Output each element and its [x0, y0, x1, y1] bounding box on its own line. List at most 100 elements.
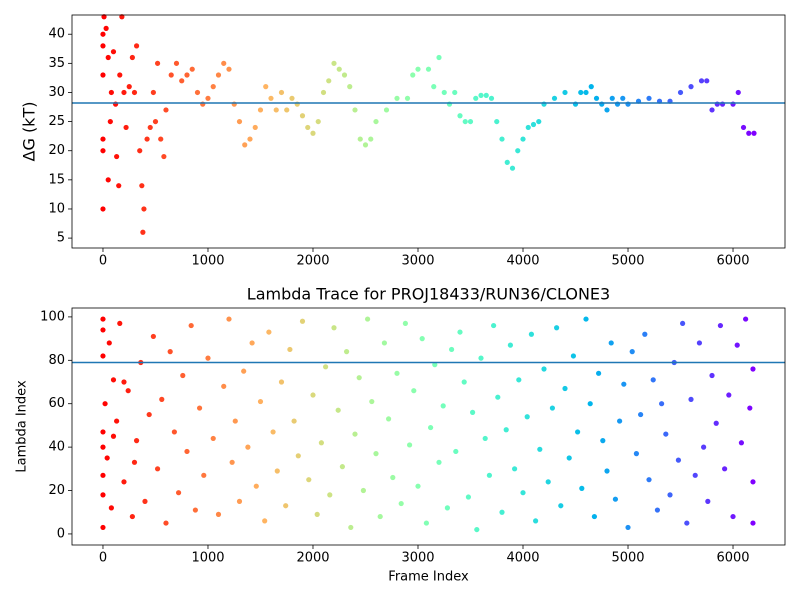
point	[453, 448, 459, 455]
point	[734, 342, 740, 348]
point	[117, 320, 123, 327]
point	[226, 316, 232, 322]
point	[360, 487, 366, 494]
point	[680, 320, 686, 327]
point	[474, 526, 480, 533]
point	[554, 325, 560, 331]
point	[667, 492, 673, 498]
point	[310, 130, 316, 136]
y-tick-label: 0	[57, 526, 65, 541]
point	[184, 72, 190, 78]
point	[241, 368, 247, 374]
point	[108, 89, 114, 96]
x-tick-label: 6000	[716, 551, 749, 566]
point	[440, 403, 446, 409]
point	[746, 130, 752, 136]
point	[100, 327, 106, 333]
x-tick-label: 2000	[296, 551, 329, 566]
point	[677, 89, 684, 96]
point	[533, 518, 539, 524]
point	[152, 118, 159, 125]
point	[638, 411, 644, 418]
point	[617, 418, 623, 424]
point	[100, 316, 106, 322]
point	[150, 89, 156, 96]
point	[161, 153, 167, 160]
point	[236, 118, 243, 125]
point	[650, 377, 656, 383]
point	[659, 401, 665, 407]
point	[168, 72, 174, 78]
x-tick-label: 1000	[191, 254, 224, 269]
y-tick-label: 30	[48, 85, 65, 100]
point	[688, 84, 694, 90]
point	[210, 84, 216, 90]
point	[692, 472, 698, 478]
point	[273, 107, 279, 113]
point	[163, 520, 169, 526]
point	[100, 492, 106, 498]
x-tick-label: 4000	[506, 551, 539, 566]
point	[398, 500, 404, 507]
point	[608, 340, 614, 346]
point	[129, 513, 135, 520]
point	[549, 405, 556, 411]
y-tick-label: 20	[48, 483, 65, 498]
point	[150, 333, 156, 340]
point	[415, 483, 421, 489]
point	[257, 398, 264, 405]
point	[100, 206, 106, 212]
point	[478, 355, 484, 361]
point	[131, 459, 138, 465]
point	[604, 468, 610, 474]
point	[194, 89, 201, 96]
point	[566, 455, 572, 461]
y-tick-label: 10	[48, 201, 65, 216]
x-axis-label: Frame Index	[388, 570, 469, 585]
point	[750, 520, 756, 526]
point	[377, 513, 383, 520]
point	[289, 95, 295, 101]
point	[318, 440, 324, 446]
point	[646, 95, 652, 101]
point	[245, 444, 251, 450]
point	[142, 498, 148, 504]
point	[196, 405, 203, 411]
point	[536, 118, 542, 125]
point	[226, 66, 232, 72]
point	[105, 177, 111, 183]
y-tick-label: 80	[48, 353, 65, 368]
point	[107, 118, 113, 125]
point	[331, 325, 337, 331]
point	[609, 95, 615, 101]
point	[117, 72, 123, 78]
y-tick-label: 60	[48, 396, 65, 411]
point	[410, 72, 416, 78]
point	[402, 320, 408, 327]
point	[229, 459, 235, 465]
axes-frame	[71, 14, 786, 249]
point	[383, 107, 390, 113]
point	[444, 505, 451, 511]
point	[404, 95, 411, 101]
point	[137, 148, 143, 154]
chart-title: Lambda Trace for PROJ18433/RUN36/CLONE3	[247, 285, 610, 304]
point	[524, 414, 530, 420]
point	[701, 444, 707, 450]
point	[486, 472, 493, 478]
point	[210, 435, 216, 442]
point	[738, 440, 745, 446]
point	[110, 377, 117, 383]
point	[221, 383, 227, 389]
point	[306, 477, 312, 483]
point	[263, 84, 269, 90]
point	[369, 398, 375, 405]
point	[593, 95, 600, 101]
x-tick-label: 0	[99, 551, 107, 566]
point	[520, 490, 526, 496]
y-axis-label: ΔG (kT)	[20, 102, 39, 162]
point	[504, 159, 510, 165]
point	[579, 485, 585, 491]
point	[735, 89, 741, 96]
